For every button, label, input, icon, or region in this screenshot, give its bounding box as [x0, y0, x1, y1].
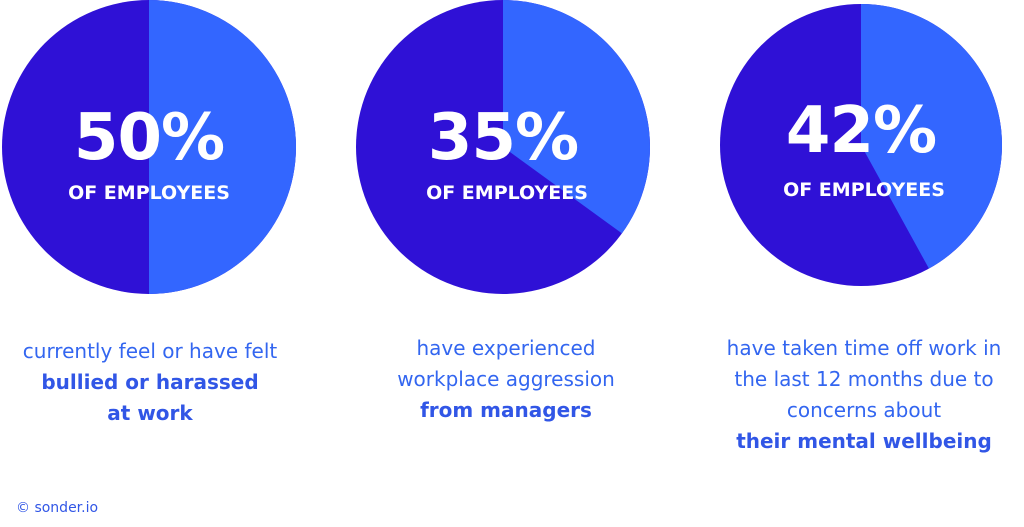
stat-description: currently feel or have felt bullied or h…	[0, 336, 300, 429]
pie-slice	[149, 0, 296, 294]
description-line: workplace aggression	[397, 367, 615, 391]
pie-chart-3: 42% OF EMPLOYEES	[720, 4, 1002, 286]
copyright-credit: © sonder.io	[16, 500, 99, 516]
pie-percentage: 35%	[428, 101, 578, 175]
description-line: the last 12 months due to	[734, 367, 994, 391]
description-highlight-line: bullied or harassed	[41, 370, 259, 394]
pie-percentage: 42%	[786, 94, 936, 168]
description-line: concerns about	[786, 398, 942, 422]
description-highlight-line: at work	[107, 401, 193, 425]
description-line: currently feel or have felt	[22, 339, 278, 363]
pie-percentage: 50%	[74, 101, 224, 175]
stat-panel-3: 42% OF EMPLOYEES have taken time off wor…	[714, 0, 1014, 527]
pie-chart-1: 50% OF EMPLOYEES	[2, 0, 296, 294]
stat-description: have taken time off work in the last 12 …	[714, 333, 1014, 457]
pie-sublabel: OF EMPLOYEES	[783, 179, 945, 201]
description-highlight-line: from managers	[420, 398, 592, 422]
description-line: have experienced	[416, 336, 596, 360]
pie-sublabel: OF EMPLOYEES	[426, 182, 588, 204]
pie-sublabel: OF EMPLOYEES	[68, 182, 230, 204]
stat-description: have experienced workplace aggression fr…	[356, 333, 656, 426]
stat-panel-2: 35% OF EMPLOYEES have experienced workpl…	[356, 0, 656, 527]
description-line: have taken time off work in	[726, 336, 1002, 360]
stat-panel-1: 50% OF EMPLOYEES currently feel or have …	[0, 0, 300, 527]
pie-slice	[861, 4, 1002, 269]
description-highlight-line: their mental wellbeing	[736, 429, 992, 453]
pie-chart-2: 35% OF EMPLOYEES	[356, 0, 650, 294]
pie-slice	[503, 0, 650, 234]
